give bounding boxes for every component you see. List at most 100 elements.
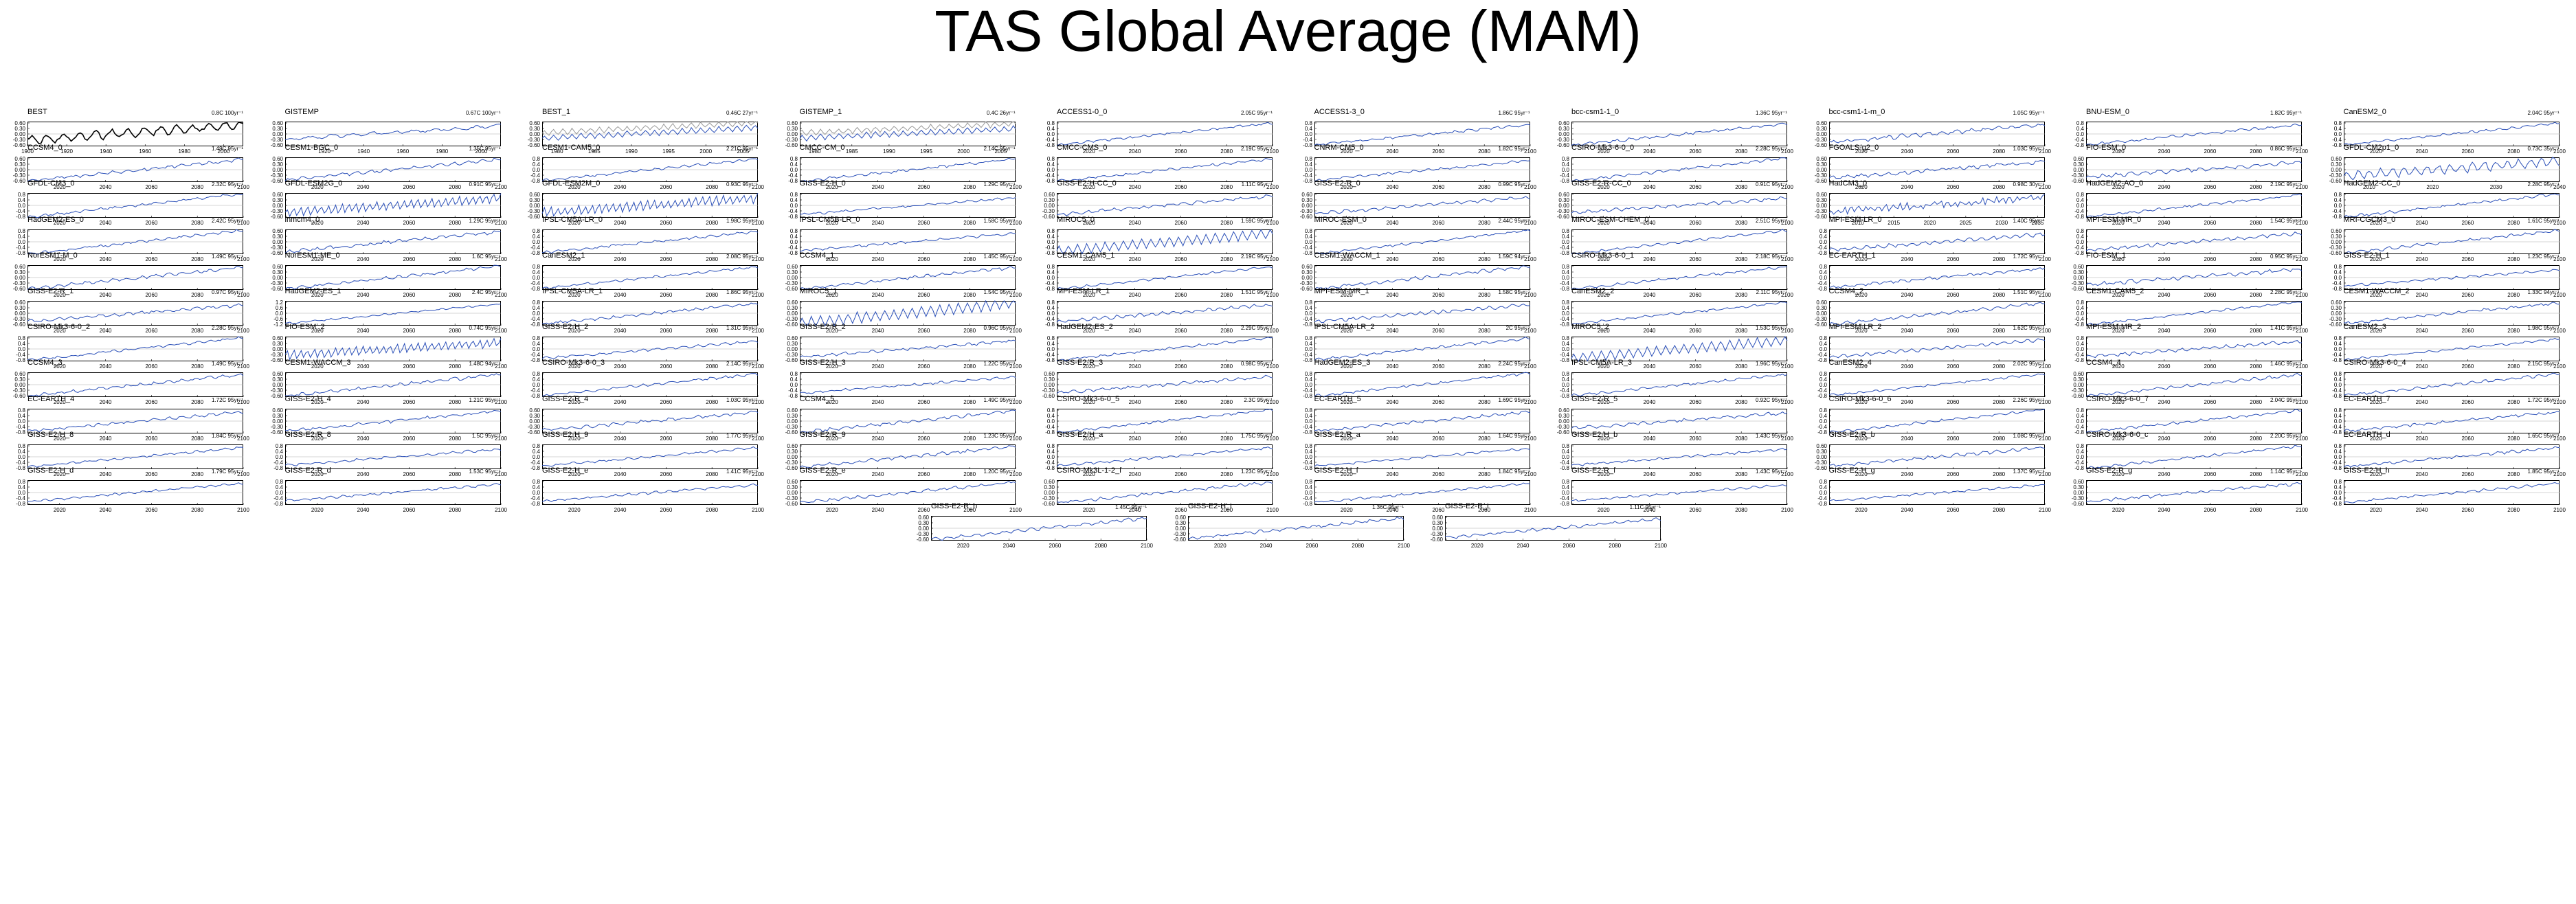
trend-label: 1.85C 95yr⁻¹ [2527,468,2560,475]
y-tick-label: 0.0 [1562,167,1570,173]
chart-panel: IPSL-CM5A-LR_0 1.98C 95yr⁻¹ 0.8 0.4 0.0 -0.4-… [530,216,764,262]
x-tick-label: 2020 [1083,471,1095,477]
y-tick-label: -0.60 [785,286,798,292]
y-tick-label: 0.60 [272,156,283,162]
x-tick-label: 2020 [54,507,66,513]
y-tick-label: 0.60 [1558,192,1569,198]
trend-label: 1.45C 95yr⁻¹ [1115,504,1147,511]
y-tick-label: -0.8 [788,393,798,399]
series-line [1828,267,2045,289]
y-tick-label: -0.60 [270,250,283,256]
y-tick-label: 0.60 [1432,515,1443,521]
series-line [541,483,759,502]
y-tick-label: 0.00 [2331,239,2342,245]
y-tick-label: 0.30 [1175,520,1186,526]
x-tick-label: 2040 [2415,328,2428,334]
x-tick-label: 2080 [449,292,461,298]
chart-panel: GISS-E2-R_d 1.53C 95yr⁻¹ 0.8 0.4 0.0 -0.4 -0.8… [273,466,507,513]
x-tick-label: 2040 [2553,184,2566,190]
x-tick-label: 2040 [1386,328,1398,334]
y-tick-label: 0.30 [529,197,540,203]
x-tick-label: 2020 [1923,220,1936,226]
series-line [1314,265,1530,290]
x-tick-label: 2020 [54,256,66,262]
x-tick-label: 2020 [2112,507,2125,513]
y-tick-label: -0.30 [1299,208,1312,214]
x-tick-label: 2080 [706,399,718,405]
x-tick-label: 2060 [1174,184,1187,190]
trend-label: 0.91C 95yr⁻¹ [1755,181,1787,188]
series-line [1828,374,2045,396]
x-tick-label: 2020 [1598,184,1610,190]
y-tick-label: 0.4 [1562,269,1570,275]
x-tick-label: 2080 [2250,471,2262,477]
y-tick-label: 0.00 [1558,203,1569,209]
x-tick-label: 2040 [2158,328,2171,334]
x-tick-label: 2020 [1083,148,1095,155]
x-tick-label: 2040 [1644,436,1656,442]
y-tick-label: -0.4 [788,245,798,251]
y-tick-label: -0.8 [1817,501,1827,507]
y-tick-label: 0.8 [1819,228,1827,234]
y-tick-label: 0.8 [275,443,283,449]
y-tick-label: 0.60 [272,335,283,341]
x-tick-label: 2020 [825,436,838,442]
trend-label: 1.45C 95yr⁻¹ [983,253,1016,260]
y-tick-label: -0.60 [785,465,798,471]
x-tick-label: 2060 [1432,256,1444,262]
y-tick-label: -0.8 [1045,142,1055,148]
x-tick-label: 2020 [54,328,66,334]
x-tick-label: 2100 [237,220,249,226]
x-tick-label: 2020 [2369,436,2382,442]
y-tick-label: 0.8 [533,264,541,270]
x-tick-label: 2020 [2112,436,2125,442]
y-tick-label: -0.30 [785,352,798,358]
y-tick-label: -0.30 [270,280,283,286]
y-tick-label: -0.4 [2332,208,2342,214]
panel-title: EC-EARTH_5 [1314,394,1361,403]
x-tick-label: 2020 [1340,436,1352,442]
chart-panel: MPI-ESM-LR_1 1.51C 95yr⁻¹ 0.8 0.4 0.0 -0.4 -0.… [1045,287,1279,334]
x-tick-label: 2100 [2296,399,2308,405]
y-tick-label: -0.4 [1045,424,1055,430]
x-tick-label: 2060 [2204,436,2216,442]
chart-panel: GISS-E2-H_3 1.22C 95yr⁻¹ 0.8 0.4 0.0 -0.4 -0.8… [788,359,1022,405]
y-tick-label: 0.8 [2076,300,2085,306]
x-tick-label: 2020 [1855,436,1867,442]
y-tick-label: 0.60 [2073,264,2084,270]
x-tick-label: 2080 [1220,256,1233,262]
y-tick-label: -0.8 [530,178,540,184]
x-tick-label: 2020 [1083,292,1095,298]
x-tick-label: 2060 [403,363,415,370]
panel-title: GISS-E2-R_i [1445,502,1489,511]
x-tick-label: 1980 [551,148,563,155]
y-tick-label: 0.30 [14,305,25,311]
panel-title: MPI-ESM-MR_1 [1314,287,1369,295]
x-tick-label: 2100 [495,436,507,442]
x-tick-label: 2100 [2039,507,2051,513]
chart-panel: GFDL-ESM2M_0 0.93C 95yr⁻¹ 0.60 0.30 0.00 -0.3… [528,179,765,226]
chart-panel: GISS-E2-H_4 1.21C 95yr⁻¹ 0.60 0.30 0.00 -0.30… [270,395,507,442]
x-tick-label: 2100 [2553,292,2566,298]
x-tick-label: 2040 [100,399,112,405]
x-tick-label: 2060 [1947,436,1959,442]
y-tick-label: 0.60 [272,192,283,198]
y-tick-label: -0.60 [1042,501,1055,507]
x-tick-label: 2040 [1901,328,1913,334]
x-tick-label: 2060 [403,220,415,226]
y-tick-label: -0.4 [16,495,25,501]
y-tick-label: 0.8 [533,371,541,377]
y-tick-label: 0.30 [1558,126,1569,132]
y-tick-label: 0.8 [1047,335,1055,341]
panel-title: CanESM2_3 [2343,323,2386,332]
trend-label: 1.23C 95yr⁻¹ [983,432,1016,439]
